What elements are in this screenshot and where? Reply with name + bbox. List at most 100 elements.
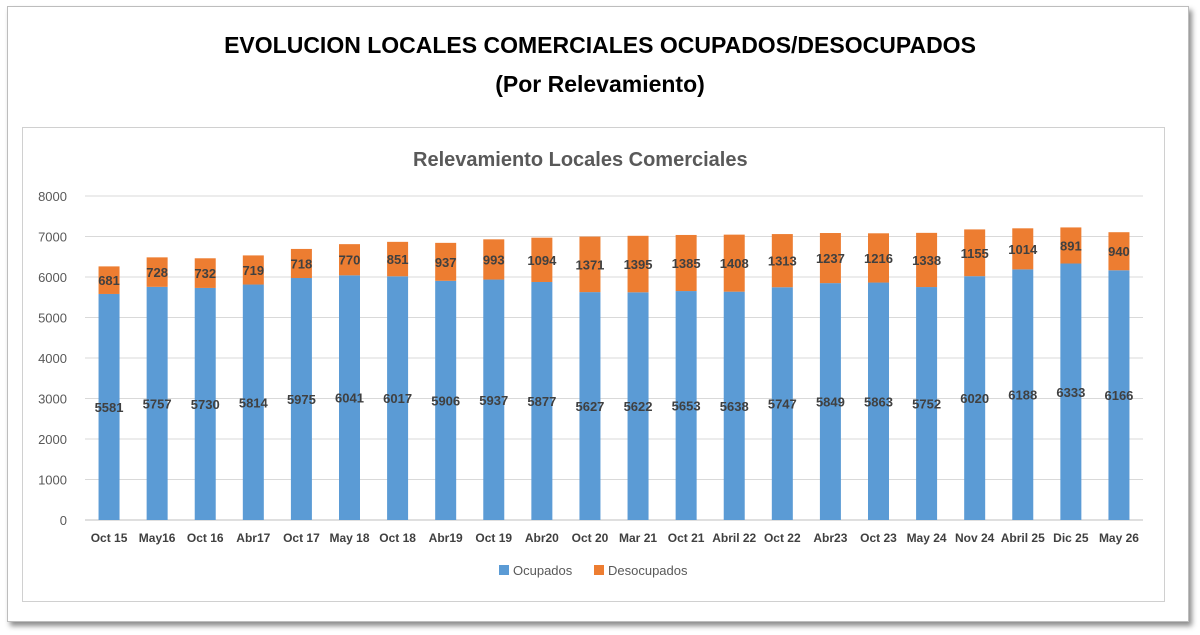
data-label-desocupados: 770 [339,253,361,268]
x-tick-label: Oct 16 [187,531,224,545]
bar-ocupados [194,287,216,520]
data-label-ocupados: 6333 [1056,385,1085,400]
bar-desocupados [339,244,360,276]
data-label-ocupados: 5877 [527,394,556,409]
bar-desocupados [194,258,216,288]
y-tick-label: 1000 [38,473,67,488]
data-label-ocupados: 6041 [335,391,364,406]
stacked-bar-chart: Relevamiento Locales Comerciales 0 1000 200… [38,149,1143,578]
data-label-ocupados: 5638 [720,399,749,414]
data-label-desocupados: 851 [387,252,409,267]
x-tick-label: Abr23 [813,531,847,545]
data-label-desocupados: 1395 [624,257,653,272]
data-label-desocupados: 993 [483,252,505,267]
bar-desocupados [387,241,409,277]
data-label-desocupados: 718 [291,256,313,271]
bar-desocupados [146,257,168,287]
bar-desocupados [723,234,745,292]
bar-desocupados [868,233,889,283]
x-tick-label: Oct 20 [572,531,609,545]
data-label-ocupados: 5653 [672,399,701,414]
y-tick-label: 6000 [38,270,67,285]
bar-desocupados [290,248,312,279]
bar-ocupados [819,283,841,520]
bar-desocupados [1108,232,1130,271]
data-label-ocupados: 6166 [1104,388,1133,403]
chart-area: Relevamiento Locales Comerciales 0 1000 200… [22,127,1165,602]
bar-desocupados [771,234,793,288]
data-label-ocupados: 5937 [479,393,508,408]
data-label-desocupados: 1237 [816,251,845,266]
y-tick-label: 2000 [38,432,67,447]
bar-desocupados [675,234,697,292]
page-subtitle: (Por Relevamiento) [495,71,705,97]
x-tick-label: May 18 [329,531,369,545]
bar-desocupados [1060,227,1082,264]
x-tick-label: Abr19 [429,531,463,545]
data-label-ocupados: 5622 [624,399,653,414]
x-tick-label: May16 [139,531,176,545]
bar-desocupados [819,233,841,284]
data-label-ocupados: 6020 [960,391,989,406]
data-label-desocupados: 1014 [1008,242,1038,257]
data-label-desocupados: 1385 [672,256,701,271]
bar-ocupados [531,281,553,520]
x-tick-label: Abr17 [236,531,270,545]
data-label-desocupados: 1216 [864,251,893,266]
data-label-ocupados: 5863 [864,394,893,409]
bar-ocupados [868,282,889,520]
data-label-desocupados: 728 [146,265,168,280]
bar-ocupados [964,276,986,520]
y-tick-label: 7000 [38,230,67,245]
legend-label-ocupados: Ocupados [513,563,573,578]
y-tick-label: 3000 [38,392,67,407]
data-label-desocupados: 681 [98,273,120,288]
x-tick-label: Oct 21 [668,531,705,545]
bar-desocupados [98,266,120,294]
data-label-ocupados: 5730 [191,397,220,412]
bar-ocupados [98,293,120,520]
x-tick-label: Oct 22 [764,531,801,545]
data-label-desocupados: 1371 [575,257,604,272]
data-label-ocupados: 5906 [431,393,460,408]
x-tick-label: Abr20 [525,531,559,545]
y-tick-label: 0 [60,513,67,528]
data-label-ocupados: 6188 [1008,388,1037,403]
legend-label-desocupados: Desocupados [608,563,688,578]
bar-ocupados [339,275,360,520]
bar-ocupados [916,287,938,520]
legend-swatch-ocupados [499,565,509,575]
bar-ocupados [387,276,409,520]
x-tick-label: May 26 [1099,531,1139,545]
bar-desocupados [964,229,986,277]
chart-title: Relevamiento Locales Comerciales [413,149,748,171]
bar-desocupados [242,255,264,285]
data-label-desocupados: 1094 [527,253,557,268]
x-tick-label: Oct 19 [475,531,512,545]
data-label-ocupados: 5814 [239,395,269,410]
x-tick-label: Dic 25 [1053,531,1089,545]
bar-ocupados [723,291,745,520]
x-tick-label: Mar 21 [619,531,657,545]
bar-ocupados [579,292,601,520]
bar-ocupados [1060,263,1082,520]
data-label-desocupados: 719 [242,263,264,278]
bar-ocupados [483,279,505,520]
bar-desocupados [531,237,553,282]
data-label-ocupados: 5581 [95,400,124,415]
bar-ocupados [290,278,312,520]
page-title: EVOLUCION LOCALES COMERCIALES OCUPADOS/D… [224,32,976,58]
data-label-desocupados: 1338 [912,253,941,268]
bar-desocupados [483,239,505,280]
data-label-ocupados: 5627 [575,399,604,414]
x-tick-label: Oct 15 [91,531,128,545]
data-label-ocupados: 6017 [383,391,412,406]
data-label-desocupados: 1313 [768,254,797,269]
bar-ocupados [435,280,457,520]
data-label-ocupados: 5747 [768,397,797,412]
data-label-ocupados: 5975 [287,392,316,407]
bar-desocupados [627,235,649,293]
bar-ocupados [771,287,793,520]
legend-swatch-desocupados [594,565,604,575]
bar-ocupados [146,286,168,520]
